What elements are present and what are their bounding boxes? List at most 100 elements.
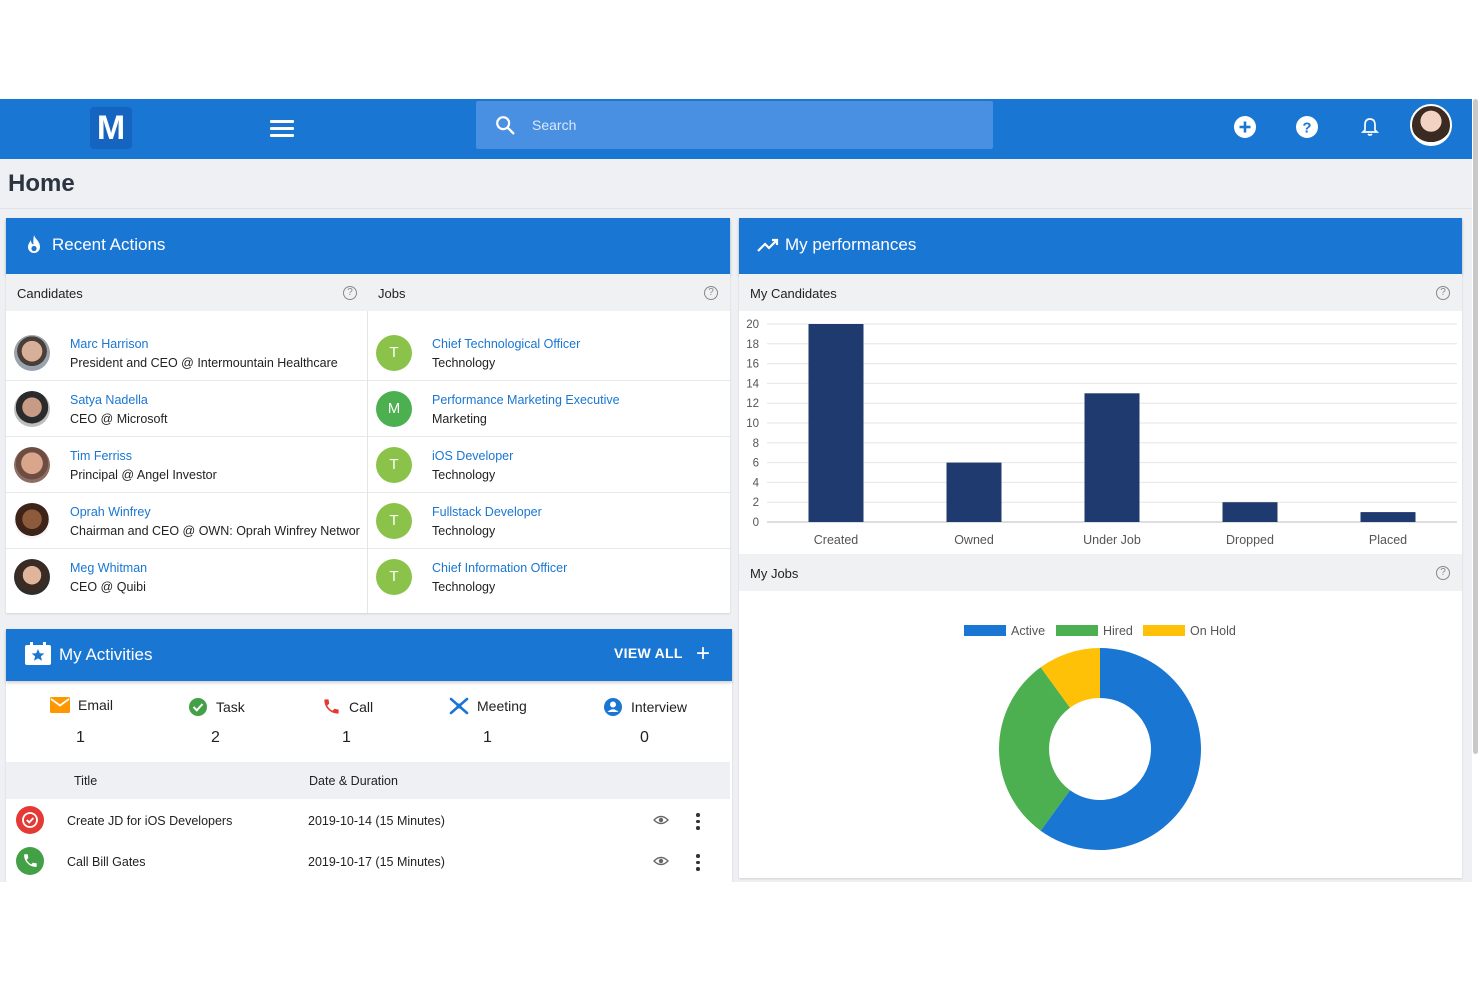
y-tick-label: 0 — [753, 517, 759, 529]
job-title[interactable]: Fullstack Developer — [432, 505, 542, 519]
legend-label[interactable]: Hired — [1103, 624, 1133, 638]
candidate-row[interactable]: Satya Nadella CEO @ Microsoft — [6, 381, 367, 437]
x-tick-label: Owned — [954, 533, 994, 547]
help-icon[interactable]: ? — [1436, 566, 1450, 580]
activity-row[interactable]: Create JD for iOS Developers 2019-10-14 … — [6, 800, 730, 841]
legend-label[interactable]: Active — [1011, 624, 1045, 638]
y-tick-label: 10 — [746, 418, 759, 430]
activity-type-task[interactable]: Task — [188, 697, 245, 717]
bar[interactable] — [808, 324, 864, 522]
page-title: Home — [8, 170, 75, 197]
activity-title[interactable]: Create JD for iOS Developers — [67, 814, 233, 828]
job-title[interactable]: Chief Technological Officer — [432, 337, 581, 351]
activity-title[interactable]: Call Bill Gates — [67, 855, 146, 869]
activity-type-interview[interactable]: Interview — [603, 697, 687, 717]
help-icon[interactable]: ? — [343, 286, 357, 300]
activity-type-call[interactable]: Call — [322, 697, 373, 716]
job-row[interactable]: T Chief Information Officer Technology — [368, 549, 730, 605]
activity-row[interactable]: Call Bill Gates 2019-10-17 (15 Minutes) — [6, 841, 730, 882]
candidate-role: President and CEO @ Intermountain Health… — [70, 356, 338, 370]
donut-slice[interactable] — [1040, 648, 1201, 850]
legend-label[interactable]: On Hold — [1190, 624, 1236, 638]
email-icon — [50, 697, 70, 713]
app-window: M ? Home — [0, 99, 1472, 882]
bell-icon[interactable] — [1357, 114, 1383, 140]
top-bar: M ? — [0, 99, 1472, 159]
jobs-subheader: Jobs ? — [367, 274, 730, 311]
search-bar[interactable] — [476, 101, 993, 149]
my-candidates-subheader: My Candidates ? — [739, 274, 1462, 311]
user-avatar[interactable] — [1410, 104, 1452, 146]
candidates-subheader: Candidates ? — [6, 274, 367, 311]
candidate-row[interactable]: Meg Whitman CEO @ Quibi — [6, 549, 367, 605]
bar[interactable] — [1222, 502, 1278, 522]
legend-swatch — [1056, 625, 1098, 636]
job-title[interactable]: iOS Developer — [432, 449, 514, 463]
candidate-row[interactable]: Tim Ferriss Principal @ Angel Investor — [6, 437, 367, 493]
view-all-button[interactable]: VIEW ALL — [614, 645, 683, 661]
svg-text:?: ? — [1302, 120, 1311, 137]
y-tick-label: 20 — [746, 319, 759, 331]
search-input[interactable] — [532, 111, 972, 139]
y-tick-label: 4 — [753, 477, 760, 489]
x-tick-label: Created — [814, 533, 859, 547]
activity-type-meeting[interactable]: Meeting — [449, 697, 527, 715]
help-icon[interactable]: ? — [704, 286, 718, 300]
bar[interactable] — [1360, 512, 1416, 522]
help-icon[interactable]: ? — [1294, 114, 1320, 140]
eye-icon[interactable] — [653, 814, 669, 826]
candidate-avatar — [14, 447, 50, 483]
job-category: Technology — [432, 524, 496, 538]
bar[interactable] — [946, 462, 1002, 522]
activity-table-header: Title Date & Duration — [6, 762, 730, 799]
activity-date: 2019-10-14 (15 Minutes) — [308, 814, 445, 828]
meeting-icon — [449, 697, 469, 715]
more-options-icon[interactable] — [696, 813, 700, 830]
candidate-name[interactable]: Marc Harrison — [70, 337, 149, 351]
y-tick-label: 2 — [753, 497, 759, 509]
activity-count-email: 1 — [76, 729, 85, 746]
job-row[interactable]: M Performance Marketing Executive Market… — [368, 381, 730, 437]
add-circle-icon[interactable] — [1232, 114, 1258, 140]
job-title[interactable]: Performance Marketing Executive — [432, 393, 620, 407]
donut-slice[interactable] — [999, 667, 1071, 831]
donut-slice[interactable] — [1040, 648, 1100, 708]
add-activity-button[interactable]: + — [696, 640, 711, 667]
candidate-avatar — [14, 335, 50, 371]
task-check-icon — [189, 698, 207, 716]
trending-up-icon — [757, 238, 779, 252]
job-category: Technology — [432, 580, 496, 594]
candidate-name[interactable]: Tim Ferriss — [70, 449, 133, 463]
menu-icon[interactable] — [270, 116, 294, 140]
job-row[interactable]: T iOS Developer Technology — [368, 437, 730, 493]
job-category: Marketing — [432, 412, 487, 426]
candidate-name[interactable]: Satya Nadella — [70, 393, 148, 407]
candidate-avatar — [14, 391, 50, 427]
more-options-icon[interactable] — [696, 854, 700, 871]
my-jobs-label: My Jobs — [750, 566, 799, 581]
job-row[interactable]: T Chief Technological Officer Technology — [368, 325, 730, 381]
x-tick-label: Placed — [1369, 533, 1407, 547]
my-candidates-bar-chart: 0 2 4 6 8 10 12 14 16 18 20 Created Owned Under Job Dr… — [746, 319, 1457, 547]
job-title[interactable]: Chief Information Officer — [432, 561, 568, 575]
job-row[interactable]: T Fullstack Developer Technology — [368, 493, 730, 549]
my-candidates-label: My Candidates — [750, 286, 837, 301]
activity-count-call: 1 — [342, 729, 351, 746]
activity-type-label: Meeting — [477, 698, 527, 714]
candidate-row[interactable]: Marc Harrison President and CEO @ Interm… — [6, 325, 367, 381]
candidate-name[interactable]: Oprah Winfrey — [70, 505, 151, 519]
candidate-name[interactable]: Meg Whitman — [70, 561, 148, 575]
activity-type-label: Call — [349, 698, 374, 715]
phone-icon — [16, 847, 44, 875]
activity-date: 2019-10-17 (15 Minutes) — [308, 855, 445, 869]
app-logo[interactable]: M — [90, 107, 132, 149]
recent-actions-card: Recent Actions Candidates ? Jobs ? Marc … — [6, 218, 730, 613]
page-scrollbar[interactable] — [1473, 99, 1478, 754]
help-icon[interactable]: ? — [1436, 286, 1450, 300]
calendar-star-icon — [25, 642, 51, 665]
task-icon — [16, 806, 44, 834]
eye-icon[interactable] — [653, 855, 669, 867]
candidate-row[interactable]: Oprah Winfrey Chairman and CEO @ OWN: Op… — [6, 493, 367, 549]
activity-type-email[interactable]: Email — [50, 697, 113, 713]
bar[interactable] — [1084, 393, 1140, 522]
